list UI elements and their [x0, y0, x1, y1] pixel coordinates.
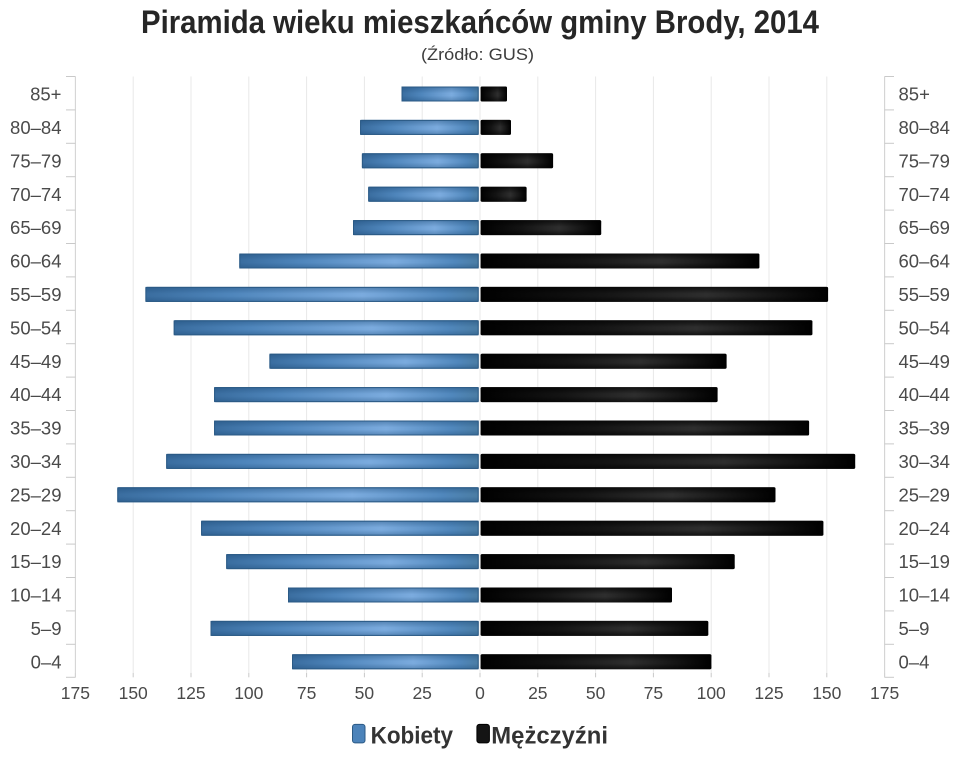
svg-text:15–19: 15–19 [10, 551, 61, 572]
svg-text:125: 125 [176, 683, 205, 703]
svg-text:60–64: 60–64 [899, 251, 950, 272]
svg-text:25–29: 25–29 [10, 484, 61, 505]
svg-text:25: 25 [412, 683, 431, 703]
svg-text:55–59: 55–59 [899, 284, 950, 305]
svg-text:25–29: 25–29 [899, 484, 950, 505]
svg-text:75: 75 [297, 683, 316, 703]
svg-text:40–44: 40–44 [899, 384, 950, 405]
svg-text:10–14: 10–14 [899, 585, 950, 606]
svg-text:Kobiety: Kobiety [371, 723, 454, 750]
svg-text:150: 150 [119, 683, 148, 703]
svg-text:35–39: 35–39 [899, 418, 950, 439]
svg-text:40–44: 40–44 [10, 384, 61, 405]
svg-text:75–79: 75–79 [10, 150, 61, 171]
svg-text:75: 75 [644, 683, 663, 703]
svg-text:125: 125 [754, 683, 783, 703]
svg-text:50: 50 [355, 683, 375, 703]
svg-text:20–24: 20–24 [10, 518, 61, 539]
svg-text:80–84: 80–84 [899, 117, 950, 138]
svg-text:5–9: 5–9 [899, 618, 930, 639]
svg-text:10–14: 10–14 [10, 585, 61, 606]
svg-text:20–24: 20–24 [899, 518, 950, 539]
svg-text:0: 0 [475, 683, 485, 703]
svg-text:55–59: 55–59 [10, 284, 61, 305]
svg-text:80–84: 80–84 [10, 117, 61, 138]
svg-text:45–49: 45–49 [899, 351, 950, 372]
svg-text:45–49: 45–49 [10, 351, 61, 372]
svg-text:25: 25 [528, 683, 547, 703]
svg-text:75–79: 75–79 [899, 150, 950, 171]
svg-text:30–34: 30–34 [10, 451, 61, 472]
svg-text:0–4: 0–4 [31, 651, 62, 672]
svg-text:175: 175 [870, 683, 899, 703]
svg-text:35–39: 35–39 [10, 418, 61, 439]
svg-text:175: 175 [61, 683, 90, 703]
svg-text:50–54: 50–54 [899, 317, 950, 338]
svg-text:Piramida wieku mieszkańców gmi: Piramida wieku mieszkańców gminy Brody, … [141, 4, 819, 40]
svg-text:30–34: 30–34 [899, 451, 950, 472]
svg-text:(Źródło: GUS): (Źródło: GUS) [421, 45, 534, 64]
svg-text:65–69: 65–69 [899, 217, 950, 238]
svg-text:65–69: 65–69 [10, 217, 61, 238]
svg-text:60–64: 60–64 [10, 251, 61, 272]
svg-text:50: 50 [586, 683, 606, 703]
svg-text:70–74: 70–74 [899, 184, 950, 205]
svg-text:85+: 85+ [899, 84, 930, 105]
svg-text:0–4: 0–4 [899, 651, 930, 672]
svg-text:15–19: 15–19 [899, 551, 950, 572]
svg-text:100: 100 [697, 683, 726, 703]
svg-text:5–9: 5–9 [31, 618, 62, 639]
svg-text:70–74: 70–74 [10, 184, 61, 205]
svg-text:50–54: 50–54 [10, 317, 61, 338]
svg-text:150: 150 [812, 683, 841, 703]
svg-text:85+: 85+ [30, 84, 61, 105]
svg-text:100: 100 [234, 683, 263, 703]
svg-text:Mężczyźni: Mężczyźni [491, 723, 608, 750]
